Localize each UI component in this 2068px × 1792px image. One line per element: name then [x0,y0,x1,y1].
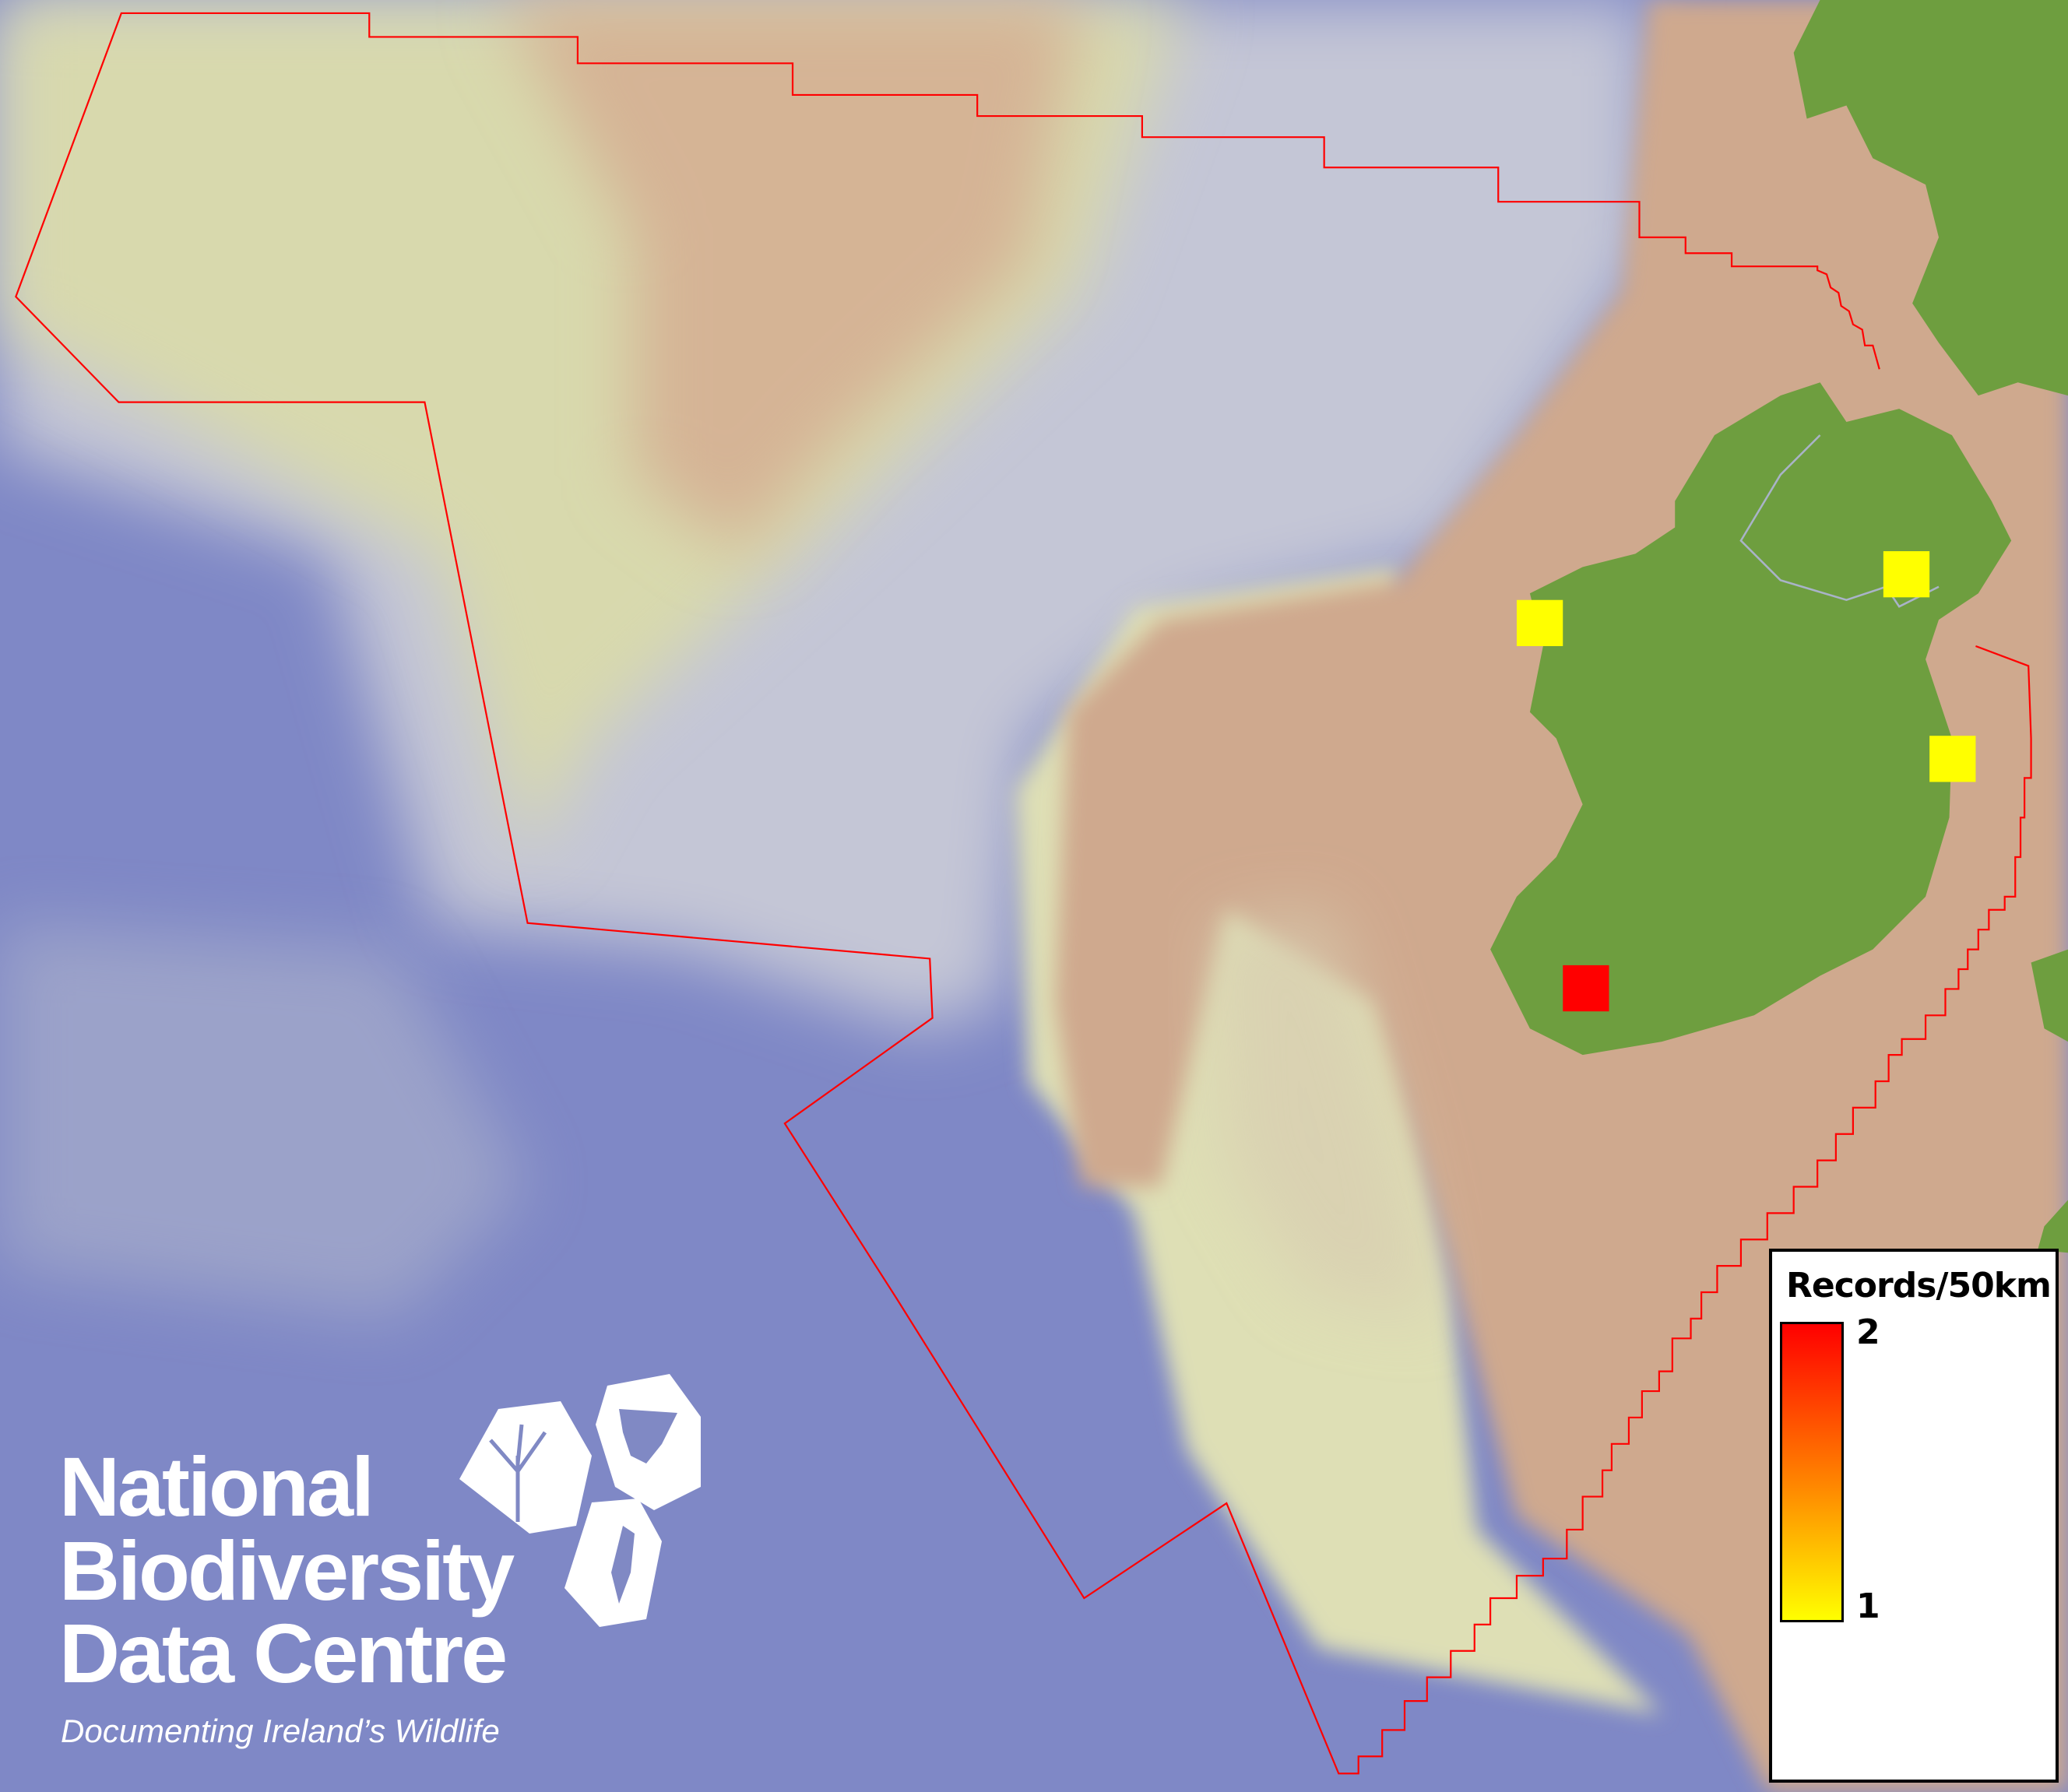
land [1490,0,2068,1253]
ni-border [1739,434,1940,608]
hexagon-species-icon [459,1374,701,1627]
record-cells [1516,551,1976,1012]
logo-tagline: Documenting Ireland’s Wildlife [61,1713,500,1749]
scotland-landmass [1793,0,2068,396]
record-cell-1[interactable] [1883,551,1930,598]
tree-hexagon-icon [459,1401,592,1534]
seahorse-hexagon-icon [564,1499,662,1627]
logo-line-2: Biodiversity [59,1523,515,1618]
record-cell-2[interactable] [1563,965,1609,1012]
legend-title: Records/50km [1786,1266,2052,1305]
record-cell-1[interactable] [1516,599,1563,647]
nbdc-logo: National Biodiversity Data Centre Docume… [55,1370,724,1775]
logo-line-3: Data Centre [59,1606,508,1700]
record-cell-1[interactable] [1929,736,1976,782]
legend-color-ramp [1780,1322,1844,1622]
logo-line-1: National [59,1439,375,1534]
wales-landmass [2031,949,2068,1042]
ireland-landmass [1490,382,2012,1056]
legend-min-label: 1 [1856,1586,1880,1626]
eez-boundary-line [15,12,2032,1775]
cornwall-landmass [2038,1200,2068,1253]
legend-max-label: 2 [1856,1312,1880,1352]
legend: Records/50km 2 1 [1769,1249,2059,1783]
